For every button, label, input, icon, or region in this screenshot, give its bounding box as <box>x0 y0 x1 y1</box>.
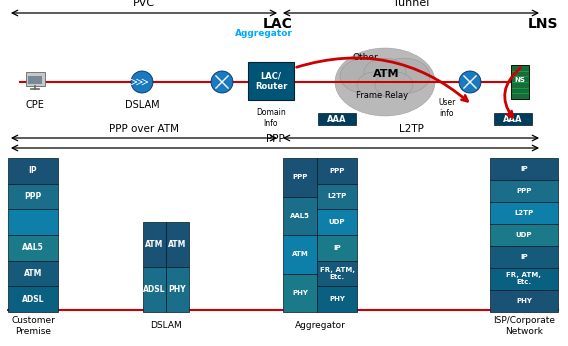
Text: Tunnel: Tunnel <box>393 0 429 8</box>
Text: PHY: PHY <box>329 296 345 302</box>
Bar <box>8 209 58 235</box>
Text: ATM: ATM <box>145 240 164 249</box>
Text: PPP: PPP <box>293 174 308 180</box>
Text: ATM: ATM <box>168 240 187 249</box>
Text: ATM: ATM <box>24 269 42 278</box>
Bar <box>317 184 357 209</box>
Bar <box>317 158 357 184</box>
Circle shape <box>131 71 153 93</box>
Bar <box>490 180 558 202</box>
Bar <box>283 273 317 312</box>
Text: Other: Other <box>352 54 378 63</box>
Text: L2TP: L2TP <box>327 193 346 200</box>
Text: FR, ATM,
Etc.: FR, ATM, Etc. <box>507 273 541 285</box>
Text: PPP: PPP <box>266 134 285 144</box>
Bar <box>317 261 357 286</box>
Text: Frame Relay: Frame Relay <box>356 91 408 100</box>
Bar <box>317 286 357 312</box>
Text: Customer
Premise: Customer Premise <box>11 316 55 336</box>
Bar <box>28 75 42 83</box>
Text: ADSL: ADSL <box>143 285 166 294</box>
Text: LNS: LNS <box>528 17 558 31</box>
Text: ATM: ATM <box>291 251 308 257</box>
Text: NS: NS <box>515 77 525 83</box>
Bar <box>490 224 558 246</box>
Bar <box>494 113 532 125</box>
Text: Aggregator: Aggregator <box>295 321 345 330</box>
Bar <box>283 235 317 273</box>
Text: PPP: PPP <box>329 168 345 174</box>
FancyArrowPatch shape <box>296 58 467 101</box>
Text: PHY: PHY <box>516 298 532 304</box>
Text: UDP: UDP <box>516 232 532 238</box>
Text: LAC/
Router: LAC/ Router <box>255 71 287 91</box>
Text: ATM: ATM <box>373 69 399 79</box>
Text: PPP over ATM: PPP over ATM <box>109 124 179 134</box>
Bar <box>490 158 558 180</box>
Text: Domain
Info: Domain Info <box>256 108 286 128</box>
Bar <box>8 158 58 184</box>
Text: Aggregator: Aggregator <box>235 29 293 38</box>
Bar <box>166 222 189 267</box>
Text: ADSL: ADSL <box>22 295 44 304</box>
Bar <box>143 267 166 312</box>
Text: PHY: PHY <box>169 285 186 294</box>
Text: PHY: PHY <box>292 290 308 296</box>
Bar <box>8 286 58 312</box>
Bar <box>317 235 357 261</box>
Bar <box>318 113 356 125</box>
Text: DSLAM: DSLAM <box>150 321 182 330</box>
Text: IP: IP <box>29 166 37 175</box>
Text: IP: IP <box>520 166 528 172</box>
Text: IP: IP <box>520 254 528 260</box>
Ellipse shape <box>375 72 413 98</box>
Text: CPE: CPE <box>26 100 44 110</box>
Bar <box>283 197 317 235</box>
Circle shape <box>459 71 481 93</box>
Bar <box>317 209 357 235</box>
Bar <box>8 261 58 286</box>
Bar <box>490 290 558 312</box>
Bar <box>8 184 58 209</box>
FancyArrowPatch shape <box>505 68 521 117</box>
Bar <box>490 202 558 224</box>
Text: UDP: UDP <box>329 219 345 225</box>
Ellipse shape <box>378 58 430 93</box>
Bar <box>248 62 294 100</box>
Bar <box>166 267 189 312</box>
Ellipse shape <box>335 48 435 116</box>
Text: L2TP: L2TP <box>515 210 533 216</box>
Bar <box>490 268 558 290</box>
Ellipse shape <box>357 72 395 98</box>
Bar <box>283 158 317 197</box>
Text: PPP: PPP <box>516 188 532 194</box>
Text: AAL5: AAL5 <box>290 213 310 219</box>
Text: PVC: PVC <box>133 0 155 8</box>
Text: User
info: User info <box>438 98 456 118</box>
Text: AAA: AAA <box>503 115 523 124</box>
Text: LAC: LAC <box>263 17 293 31</box>
Text: DSLAM: DSLAM <box>125 100 159 110</box>
Text: AAL5: AAL5 <box>22 243 44 252</box>
Text: PPP: PPP <box>24 192 41 201</box>
Text: L2TP: L2TP <box>399 124 423 134</box>
Bar <box>490 246 558 268</box>
Text: ISP/Corporate
Network: ISP/Corporate Network <box>493 316 555 336</box>
Bar <box>511 65 529 99</box>
FancyBboxPatch shape <box>26 72 44 86</box>
Circle shape <box>211 71 233 93</box>
Text: IP: IP <box>333 245 341 251</box>
Bar <box>8 235 58 261</box>
Ellipse shape <box>340 58 392 93</box>
Text: AAA: AAA <box>327 115 346 124</box>
Text: FR, ATM,
Etc.: FR, ATM, Etc. <box>319 267 354 280</box>
Bar <box>143 222 166 267</box>
Ellipse shape <box>364 58 406 87</box>
